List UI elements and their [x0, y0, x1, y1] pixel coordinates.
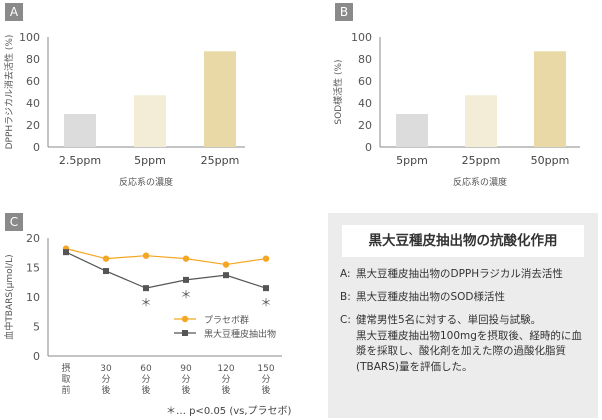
chart-c-series-0-point-5 [262, 255, 270, 262]
chart-c-series-1-point-4 [223, 272, 229, 279]
chart-c-xtick-1-2: 後 [101, 384, 110, 396]
chart-a-ytick-2: 40 [26, 97, 40, 110]
chart-a-ylabel: DPPHラジカル消去活性 (%) [3, 35, 15, 150]
chart-c-series-1-point-1 [103, 268, 109, 275]
chart-b-ytick-5: 100 [351, 31, 372, 44]
chart-a-xtick-2: 25ppm [201, 154, 240, 167]
chart-b-bar-1 [465, 95, 497, 147]
chart-c-xtick-5-1: 分 [261, 374, 270, 385]
chart-b-ytick-3: 60 [358, 75, 372, 88]
chart-b-xlabel: 反応系の濃度 [453, 176, 507, 188]
chart-a-ytick-4: 80 [26, 53, 40, 66]
chart-c-xtick-4-0: 120 [217, 364, 234, 374]
chart-c-series-1-point-5 [263, 285, 269, 292]
chart-c-series-0-point-3 [182, 255, 190, 262]
chart-c-series-1-point-2 [143, 285, 149, 292]
chart-b-ytick-2: 40 [358, 97, 372, 110]
chart-c-xtick-3-2: 後 [181, 384, 190, 396]
chart-b-ytick-1: 20 [358, 119, 372, 132]
info-item-c-text: 健常男性5名に対する、単回投与試験。 [356, 314, 542, 326]
chart-c-signif-1: ＊ [181, 288, 192, 301]
chart-c-xtick-5-0: 150 [257, 364, 274, 374]
chart-a-ytick-5: 100 [19, 31, 40, 44]
chart-c-ytick-4: 20 [26, 232, 40, 245]
info-item-c-label: C: [340, 314, 351, 326]
chart-b-ytick-0: 0 [365, 141, 372, 154]
chart-c-xtick-2-2: 後 [141, 384, 150, 396]
chart-c-ytick-0: 0 [33, 350, 40, 363]
chart-c-series-1-line [65, 251, 267, 289]
chart-c-xtick-2-0: 60 [140, 364, 152, 374]
chart-b-xtick-0: 5ppm [396, 154, 428, 167]
chart-a-xtick-1: 5ppm [134, 154, 166, 167]
chart-c-ytick-2: 10 [26, 291, 40, 304]
chart-c-legend-label-1: 黒大豆種皮抽出物 [204, 328, 276, 340]
chart-c-series-1-point-0 [63, 249, 69, 256]
chart-c-xtick-3-0: 90 [180, 364, 192, 374]
significance-footnote: ＊… p<0.05 (vs,プラセボ) [166, 406, 292, 417]
chart-c-series-1-point-3 [183, 276, 189, 283]
chart-a-ytick-3: 60 [26, 75, 40, 88]
chart-a-xtick-0: 2.5ppm [59, 154, 101, 167]
info-item-b: B: 黒大豆種皮抽出物のSOD様活性 [340, 290, 592, 306]
chart-c-ylabel: 血中TBARS(μmol/L) [3, 254, 15, 339]
chart-c-xtick-1-0: 30 [100, 364, 112, 374]
chart-a-bar-0 [64, 114, 96, 147]
chart-c-xtick-1-1: 分 [101, 374, 110, 385]
info-item-a-label: A: [340, 268, 351, 280]
chart-c-signif-2: ＊ [261, 296, 272, 309]
chart-c-series-0-point-2 [142, 252, 150, 259]
chart-c-legend-label-0: プラセボ群 [204, 314, 249, 326]
chart-b-ylabel: SOD様活性 (%) [332, 59, 344, 124]
info-item-c: C: 健常男性5名に対する、単回投与試験。 黒大豆種皮抽出物100mgを摂取後、経… [340, 313, 592, 375]
chart-c-xtick-0-0: 摂 [61, 362, 70, 374]
panel-c-label: C [5, 213, 23, 231]
chart-b-xtick-2: 50ppm [531, 154, 570, 167]
chart-c-xtick-4-1: 分 [221, 374, 230, 385]
chart-a-bar-1 [134, 95, 166, 147]
chart-c-xtick-3-1: 分 [181, 374, 190, 385]
chart-a-ytick-1: 20 [26, 119, 40, 132]
info-item-c-detail: 黒大豆種皮抽出物100mgを摂取後、経時的に血漿を採取し、酸化剤を加えた際の過酸… [356, 329, 582, 373]
chart-c-series-0-point-4 [222, 261, 230, 268]
info-item-b-label: B: [340, 291, 351, 303]
panel-b-label: B [335, 3, 353, 21]
info-item-b-text: 黒大豆種皮抽出物のSOD様活性 [356, 291, 506, 303]
chart-b-bar-2 [534, 51, 566, 147]
chart-c-xtick-4-2: 後 [221, 384, 230, 396]
info-title: 黒大豆種皮抽出物の抗酸化作用 [342, 225, 584, 257]
chart-b-ytick-4: 80 [358, 53, 372, 66]
info-item-a-text: 黒大豆種皮抽出物のDPPHラジカル消去活性 [356, 268, 563, 280]
chart-c-series-0-line [65, 248, 267, 266]
info-item-a: A: 黒大豆種皮抽出物のDPPHラジカル消去活性 [340, 267, 592, 283]
chart-c-legend-marker-0 [181, 315, 189, 323]
chart-c-xtick-0-2: 前 [61, 384, 70, 396]
chart-a-xlabel: 反応系の濃度 [119, 176, 173, 188]
chart-c-xtick-5-2: 後 [261, 384, 270, 396]
chart-a-ytick-0: 0 [33, 141, 40, 154]
chart-c-xtick-2-1: 分 [141, 374, 150, 385]
chart-c-legend-marker-1 [182, 330, 188, 336]
chart-c-signif-0: ＊ [141, 296, 152, 309]
panel-a-label: A [5, 3, 23, 21]
chart-b-xtick-1: 25ppm [462, 154, 501, 167]
chart-b-bar-0 [396, 114, 428, 147]
chart-c-xtick-0-1: 取 [61, 374, 70, 385]
chart-c-ytick-3: 15 [26, 262, 40, 275]
chart-c-series-0-point-1 [102, 255, 110, 262]
chart-a-bar-2 [204, 51, 236, 147]
info-box: 黒大豆種皮抽出物の抗酸化作用 A: 黒大豆種皮抽出物のDPPHラジカル消去活性 B… [328, 213, 598, 418]
chart-c-ytick-1: 5 [33, 321, 40, 334]
